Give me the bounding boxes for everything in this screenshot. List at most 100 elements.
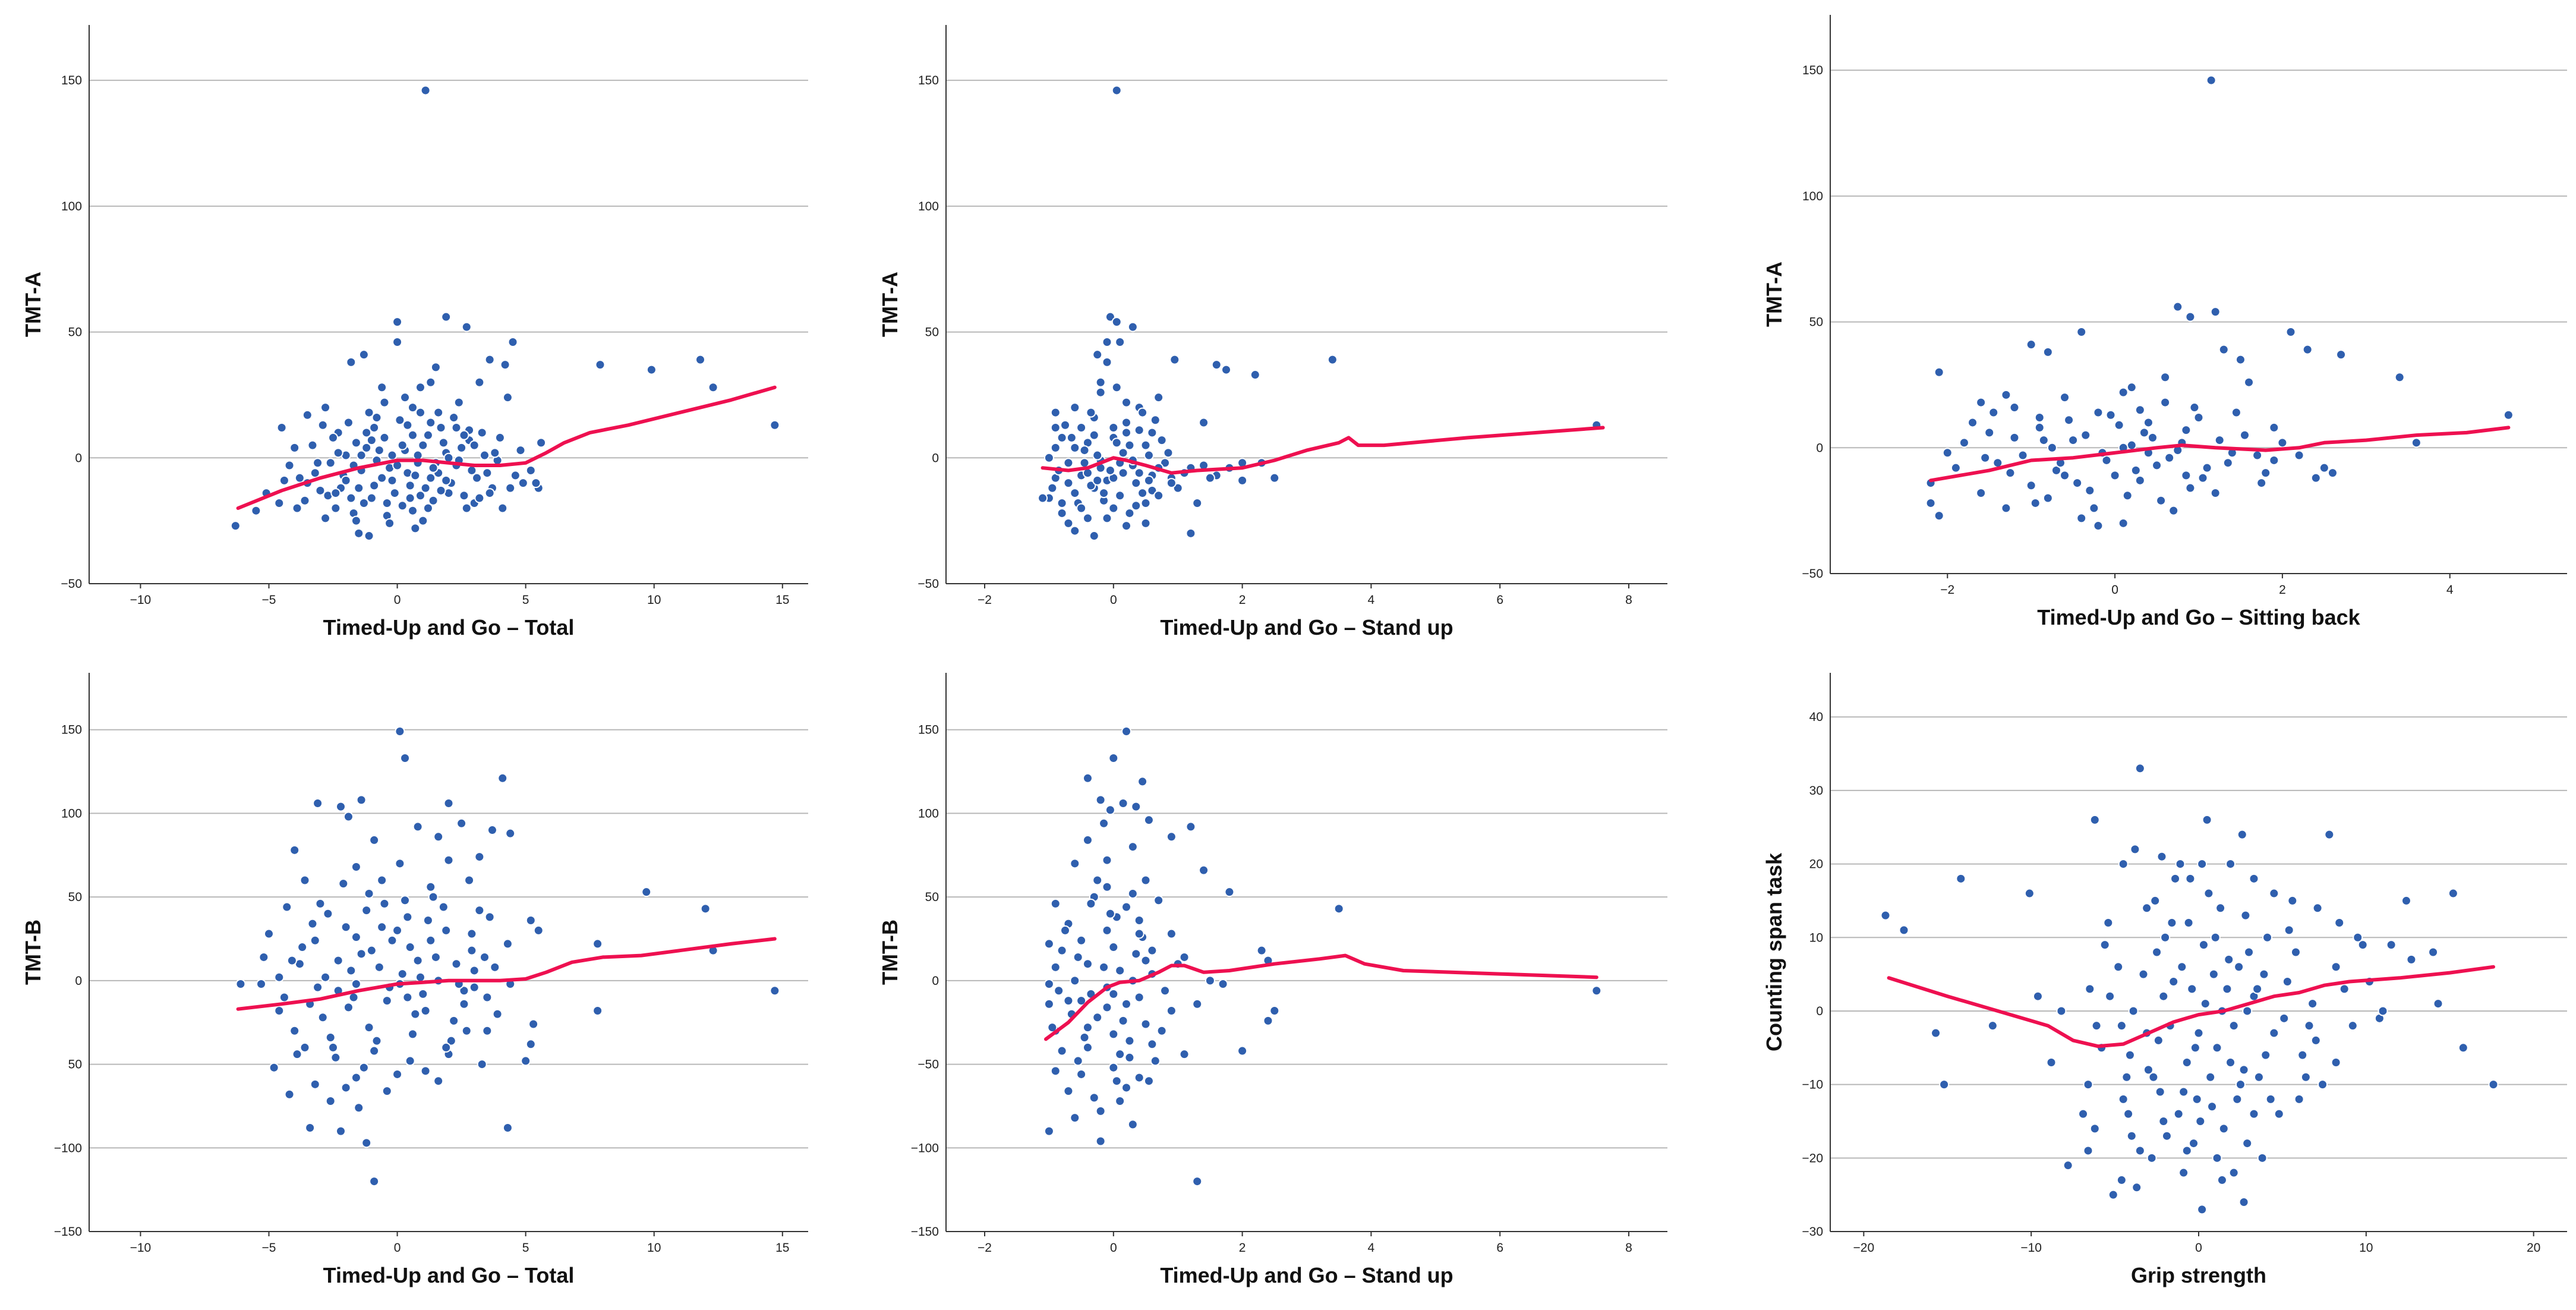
scatter-point (1134, 928, 1144, 939)
scatter-point (2334, 918, 2345, 928)
scatter-point (307, 918, 318, 929)
scatter-point (1070, 402, 1080, 413)
scatter-point (451, 959, 462, 969)
scatter-point (379, 898, 390, 909)
scatter-point (351, 1072, 361, 1083)
scatter-point (1925, 497, 1936, 508)
scatter-point (1984, 427, 1995, 438)
scatter-point (641, 887, 652, 898)
scatter-point (2009, 402, 2020, 413)
scatter-point (1095, 795, 1106, 805)
scatter-point (2105, 991, 2115, 1002)
scatter-point (2113, 962, 2124, 972)
scatter-point (418, 440, 428, 451)
scatter-point (2181, 1057, 2192, 1068)
scatter-point (2193, 1028, 2204, 1038)
scatter-point (1111, 382, 1122, 393)
scatter-point (402, 992, 413, 1003)
scatter-point (1095, 1106, 1106, 1116)
scatter-point (1934, 511, 1944, 521)
scatter-point (1102, 513, 1112, 524)
scatter-point (461, 322, 472, 332)
scatter-point (1082, 959, 1093, 969)
scatter-point (346, 965, 357, 976)
scatter-point (2150, 895, 2161, 906)
y-axis-title: TMT-A (878, 272, 902, 337)
scatter-point (2242, 1138, 2253, 1149)
scatter-point (405, 1056, 415, 1066)
scatter-point (487, 825, 497, 836)
scatter-point (459, 999, 469, 1009)
scatter-point (392, 925, 403, 936)
scatter-point (1063, 1086, 1074, 1097)
scatter-point (264, 928, 274, 939)
scatter-point (1070, 1113, 1080, 1123)
scatter-point (2142, 903, 2152, 914)
loess-fit-line (1041, 426, 1605, 475)
scatter-point (2083, 1079, 2093, 1090)
scatter-point (1137, 776, 1148, 787)
scatter-point (428, 462, 439, 473)
scatter-point (1211, 360, 1222, 370)
scatter-point (2357, 940, 2368, 950)
chart-panel-5: −150 −100 −50 0 50 100 150 −2 0 2 4 6 8 Timed-Up and … (878, 673, 1667, 1287)
scatter-point (2225, 1057, 2236, 1068)
x-tick-label: 15 (775, 1241, 789, 1255)
scatter-point (461, 1025, 472, 1036)
x-axis-title: Timed-Up and Go – Total (323, 1263, 575, 1287)
y-tick-label: 50 (68, 890, 82, 904)
scatter-point (274, 972, 285, 983)
scatter-point (507, 337, 518, 348)
scatter-point (1976, 397, 1987, 408)
scatter-point (2017, 450, 2028, 461)
scatter-point (2078, 1109, 2089, 1119)
scatter-point (1076, 1069, 1087, 1079)
scatter-point (336, 801, 346, 812)
scatter-point (1043, 1126, 1054, 1136)
scatter-point (313, 982, 323, 993)
x-tick-label: 0 (394, 1241, 401, 1255)
scatter-point (2193, 412, 2204, 423)
scatter-point (770, 985, 780, 996)
scatter-point (1140, 955, 1151, 966)
scatter-point (1070, 975, 1080, 986)
scatter-point (1079, 445, 1090, 456)
scatter-point (2160, 397, 2171, 408)
scatter-point (405, 942, 415, 953)
scatter-point (361, 442, 372, 453)
scatter-point (412, 821, 423, 832)
scatter-point (2161, 1130, 2172, 1141)
scatter-point (1050, 407, 1061, 418)
scatter-point (1115, 1049, 1125, 1060)
scatter-point (377, 382, 387, 393)
scatter-point (1050, 422, 1061, 433)
scatter-point (415, 407, 425, 418)
scatter-point (2307, 999, 2318, 1009)
x-tick-label: 10 (2359, 1241, 2373, 1255)
scatter-point (770, 420, 780, 430)
scatter-point (428, 892, 439, 902)
scatter-point (482, 1025, 493, 1036)
scatter-point (1988, 407, 1999, 418)
scatter-point (2433, 999, 2443, 1009)
scatter-point (2225, 859, 2236, 870)
scatter-point (2076, 513, 2087, 524)
scatter-point (315, 485, 326, 496)
scatter-point (299, 875, 310, 886)
scatter-point (2197, 859, 2208, 870)
x-tick-label: 8 (1625, 1241, 1632, 1255)
scatter-point (1121, 1082, 1131, 1093)
scatter-point (2056, 1006, 2067, 1016)
scatter-point (2156, 851, 2167, 862)
scatter-point (379, 397, 390, 408)
scatter-point (313, 798, 323, 809)
scatter-point (1057, 1046, 1067, 1056)
scatter-point (1131, 801, 1142, 812)
scatter-point (2318, 1079, 2328, 1090)
scatter-point (1082, 1042, 1093, 1053)
scatter-point (258, 952, 269, 962)
scatter-point (2277, 437, 2288, 448)
scatter-point (381, 498, 392, 509)
scatter-point (313, 458, 323, 468)
scatter-point (2394, 372, 2405, 383)
